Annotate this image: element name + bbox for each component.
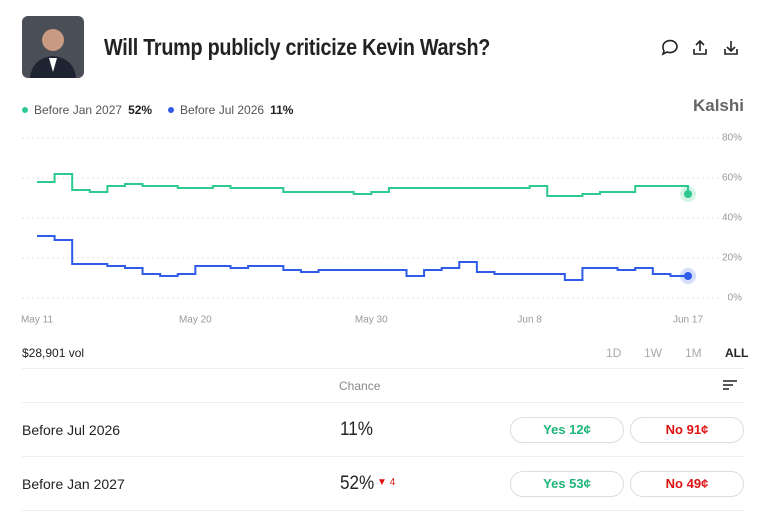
- chance: 11%: [340, 419, 373, 440]
- series-line: [37, 235, 688, 281]
- legend-value: 52%: [128, 103, 153, 117]
- y-tick-label: 40%: [722, 213, 742, 224]
- divider: [22, 456, 744, 457]
- x-tick-label: May 20: [179, 315, 212, 326]
- chart: 0% 20% 40% 60% 80% May 11 May 20 May 30 Jun 8 Jun…: [21, 133, 743, 326]
- change: ▼ 4: [377, 477, 396, 488]
- chance: 52%: [340, 473, 375, 494]
- brand: Kalshi: [692, 96, 744, 115]
- yes-button[interactable]: Yes 12¢: [510, 417, 624, 443]
- range-button[interactable]: 1D: [606, 346, 622, 360]
- row-name: Before Jan 2027: [22, 476, 125, 492]
- divider: [22, 402, 744, 403]
- legend-label: Before Jan 2027: [34, 103, 123, 117]
- x-tick-label: Jun 17: [673, 315, 703, 326]
- yes-button[interactable]: Yes 53¢: [510, 471, 624, 497]
- end-dot: [684, 190, 692, 198]
- no-button[interactable]: No 91¢: [630, 417, 744, 443]
- column-header: Chance: [339, 379, 381, 393]
- change-value: 4: [389, 477, 396, 488]
- divider: [22, 510, 744, 511]
- x-tick-label: May 11: [21, 315, 53, 326]
- legend-item: Before Jan 2027 52%: [22, 103, 152, 117]
- x-tick-label: May 30: [355, 315, 388, 326]
- no-button[interactable]: No 49¢: [630, 471, 744, 497]
- y-tick-label: 60%: [722, 173, 742, 184]
- y-tick-label: 20%: [722, 253, 742, 264]
- series-line: [37, 173, 689, 197]
- divider: [22, 368, 744, 369]
- title: Will Trump publicly criticize Kevin Wars…: [104, 34, 491, 60]
- y-tick-label: 80%: [722, 133, 742, 144]
- end-dot: [684, 272, 692, 280]
- avatar: [22, 16, 84, 78]
- actions[interactable]: [660, 38, 744, 58]
- row-name: Before Jul 2026: [22, 422, 121, 438]
- range-button[interactable]: ALL: [725, 346, 749, 360]
- volume: $28,901 vol: [22, 346, 85, 360]
- range-button[interactable]: 1W: [644, 346, 662, 360]
- x-tick-label: Jun 8: [517, 315, 542, 326]
- legend-value: 11%: [270, 103, 294, 117]
- legend-label: Before Jul 2026: [180, 103, 265, 117]
- sort-icon[interactable]: [723, 379, 737, 391]
- y-tick-label: 0%: [728, 293, 743, 304]
- range-button[interactable]: 1M: [685, 346, 702, 360]
- legend-item: Before Jul 2026 11%: [168, 103, 293, 117]
